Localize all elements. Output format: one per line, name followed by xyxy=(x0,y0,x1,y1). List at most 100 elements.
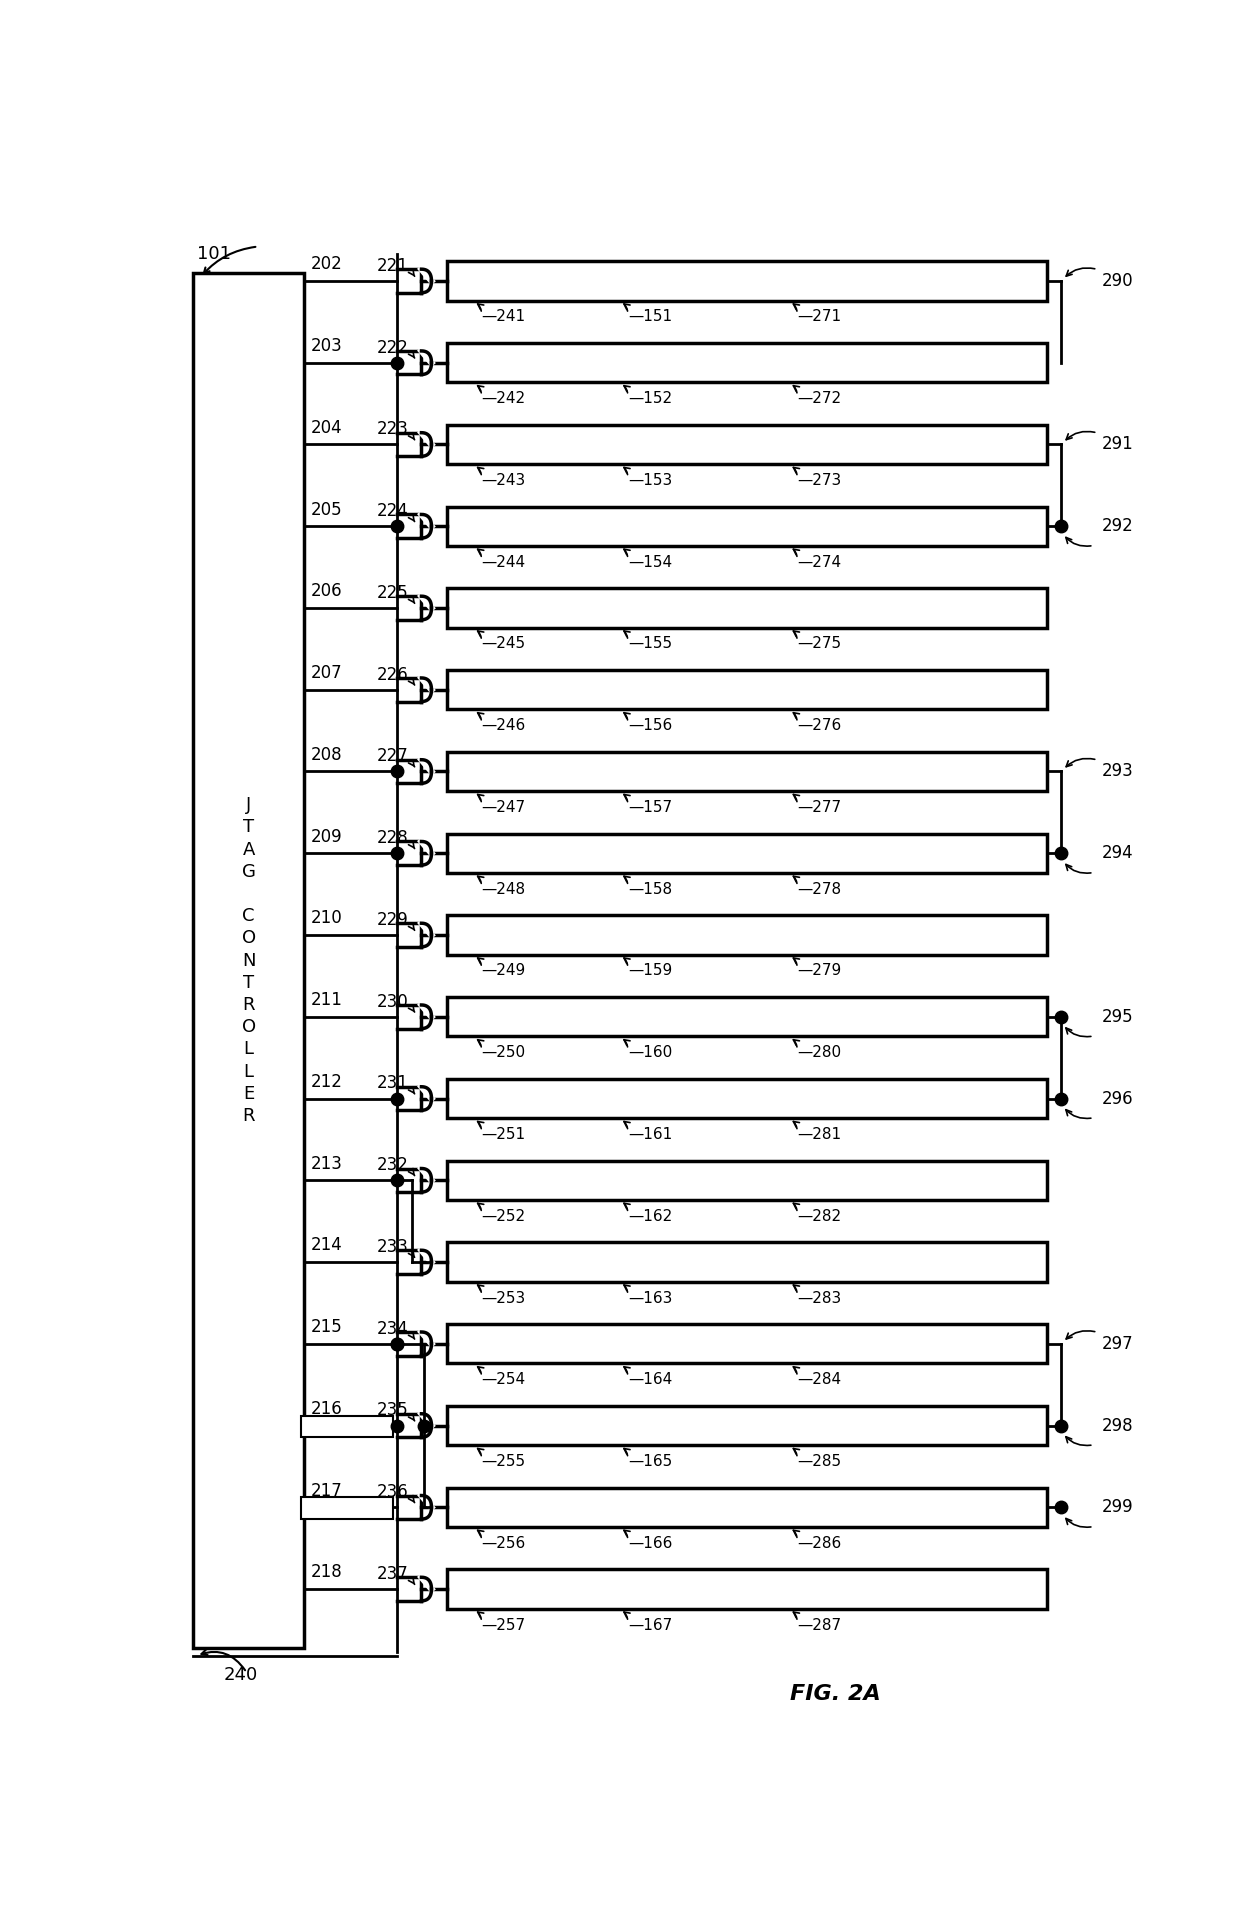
Text: —162: —162 xyxy=(627,1210,672,1223)
Text: 203: 203 xyxy=(310,337,342,354)
Text: —248: —248 xyxy=(481,882,526,898)
Text: —244: —244 xyxy=(481,555,526,570)
Text: —281: —281 xyxy=(797,1127,841,1142)
Text: 237: 237 xyxy=(377,1566,408,1583)
Text: 221: 221 xyxy=(377,256,408,275)
Text: 206: 206 xyxy=(310,582,342,601)
Text: —252: —252 xyxy=(481,1210,526,1223)
Text: 290: 290 xyxy=(1101,272,1133,291)
Text: —249: —249 xyxy=(481,963,526,978)
Bar xyxy=(192,273,304,1649)
Text: —159: —159 xyxy=(627,963,672,978)
Text: —164: —164 xyxy=(627,1371,672,1387)
Text: 293: 293 xyxy=(1101,763,1133,780)
Text: 204: 204 xyxy=(310,418,342,437)
Bar xyxy=(300,1416,393,1437)
Text: 205: 205 xyxy=(310,501,342,518)
Text: —279: —279 xyxy=(797,963,842,978)
Text: —257: —257 xyxy=(481,1618,526,1633)
Text: 240: 240 xyxy=(223,1666,258,1683)
Text: 210: 210 xyxy=(310,909,342,926)
Text: 292: 292 xyxy=(1101,518,1133,535)
Text: —157: —157 xyxy=(627,799,672,815)
Text: 296: 296 xyxy=(1101,1090,1133,1107)
Text: 208: 208 xyxy=(310,745,342,765)
Text: —165: —165 xyxy=(627,1454,672,1470)
Bar xyxy=(446,343,1048,383)
Text: —278: —278 xyxy=(797,882,841,898)
Text: —242: —242 xyxy=(481,391,526,406)
Bar xyxy=(446,426,1048,464)
Text: 295: 295 xyxy=(1101,1007,1133,1027)
Text: —282: —282 xyxy=(797,1210,841,1223)
Text: —246: —246 xyxy=(481,718,526,734)
Text: 236: 236 xyxy=(377,1483,408,1500)
Text: —251: —251 xyxy=(481,1127,526,1142)
Bar xyxy=(446,1079,1048,1119)
Text: —287: —287 xyxy=(797,1618,841,1633)
Text: 213: 213 xyxy=(310,1154,342,1173)
Bar xyxy=(446,262,1048,300)
Text: 225: 225 xyxy=(377,584,408,601)
Text: —241: —241 xyxy=(481,310,526,324)
Text: 233: 233 xyxy=(377,1238,408,1256)
Bar xyxy=(446,507,1048,545)
Text: J
T
A
G
 
C
O
N
T
R
O
L
L
E
R: J T A G C O N T R O L L E R xyxy=(242,795,255,1125)
Text: 291: 291 xyxy=(1101,435,1133,453)
Text: 209: 209 xyxy=(310,828,342,846)
Text: —155: —155 xyxy=(627,636,672,651)
Text: —271: —271 xyxy=(797,310,841,324)
Bar xyxy=(446,915,1048,955)
Bar xyxy=(446,1325,1048,1364)
Text: 297: 297 xyxy=(1101,1335,1133,1352)
Text: —255: —255 xyxy=(481,1454,526,1470)
Text: 214: 214 xyxy=(310,1236,342,1254)
Text: —160: —160 xyxy=(627,1046,672,1059)
Text: —256: —256 xyxy=(481,1535,526,1550)
Text: 212: 212 xyxy=(310,1073,342,1090)
Text: 298: 298 xyxy=(1101,1416,1133,1435)
Text: —283: —283 xyxy=(797,1290,842,1306)
Text: —273: —273 xyxy=(797,474,842,487)
Text: —152: —152 xyxy=(627,391,672,406)
Text: 229: 229 xyxy=(377,911,408,928)
Bar xyxy=(446,1242,1048,1281)
Text: —254: —254 xyxy=(481,1371,526,1387)
Text: —274: —274 xyxy=(797,555,841,570)
Text: 299: 299 xyxy=(1101,1498,1133,1516)
Text: 216: 216 xyxy=(310,1400,342,1418)
Bar xyxy=(446,1487,1048,1527)
Text: —253: —253 xyxy=(481,1290,526,1306)
Text: 227: 227 xyxy=(377,747,408,765)
Text: 224: 224 xyxy=(377,503,408,520)
Text: —158: —158 xyxy=(627,882,672,898)
Text: —166: —166 xyxy=(627,1535,672,1550)
Text: —167: —167 xyxy=(627,1618,672,1633)
Text: 215: 215 xyxy=(310,1317,342,1337)
Text: 202: 202 xyxy=(310,256,342,273)
Text: —280: —280 xyxy=(797,1046,841,1059)
Text: —156: —156 xyxy=(627,718,672,734)
Text: 232: 232 xyxy=(377,1156,408,1175)
Bar xyxy=(446,998,1048,1036)
Text: —250: —250 xyxy=(481,1046,526,1059)
Text: —161: —161 xyxy=(627,1127,672,1142)
Text: 228: 228 xyxy=(377,828,408,847)
Text: —272: —272 xyxy=(797,391,841,406)
Text: 101: 101 xyxy=(197,245,231,264)
Text: 294: 294 xyxy=(1101,844,1133,863)
Text: —286: —286 xyxy=(797,1535,842,1550)
Bar xyxy=(446,587,1048,628)
Bar xyxy=(446,1161,1048,1200)
Text: —276: —276 xyxy=(797,718,842,734)
Bar xyxy=(446,1570,1048,1608)
Text: 217: 217 xyxy=(310,1481,342,1500)
Bar xyxy=(446,1406,1048,1444)
Text: —154: —154 xyxy=(627,555,672,570)
Text: —247: —247 xyxy=(481,799,526,815)
Bar xyxy=(446,670,1048,709)
Text: 226: 226 xyxy=(377,666,408,684)
Text: —275: —275 xyxy=(797,636,841,651)
Text: —285: —285 xyxy=(797,1454,841,1470)
Text: —243: —243 xyxy=(481,474,526,487)
